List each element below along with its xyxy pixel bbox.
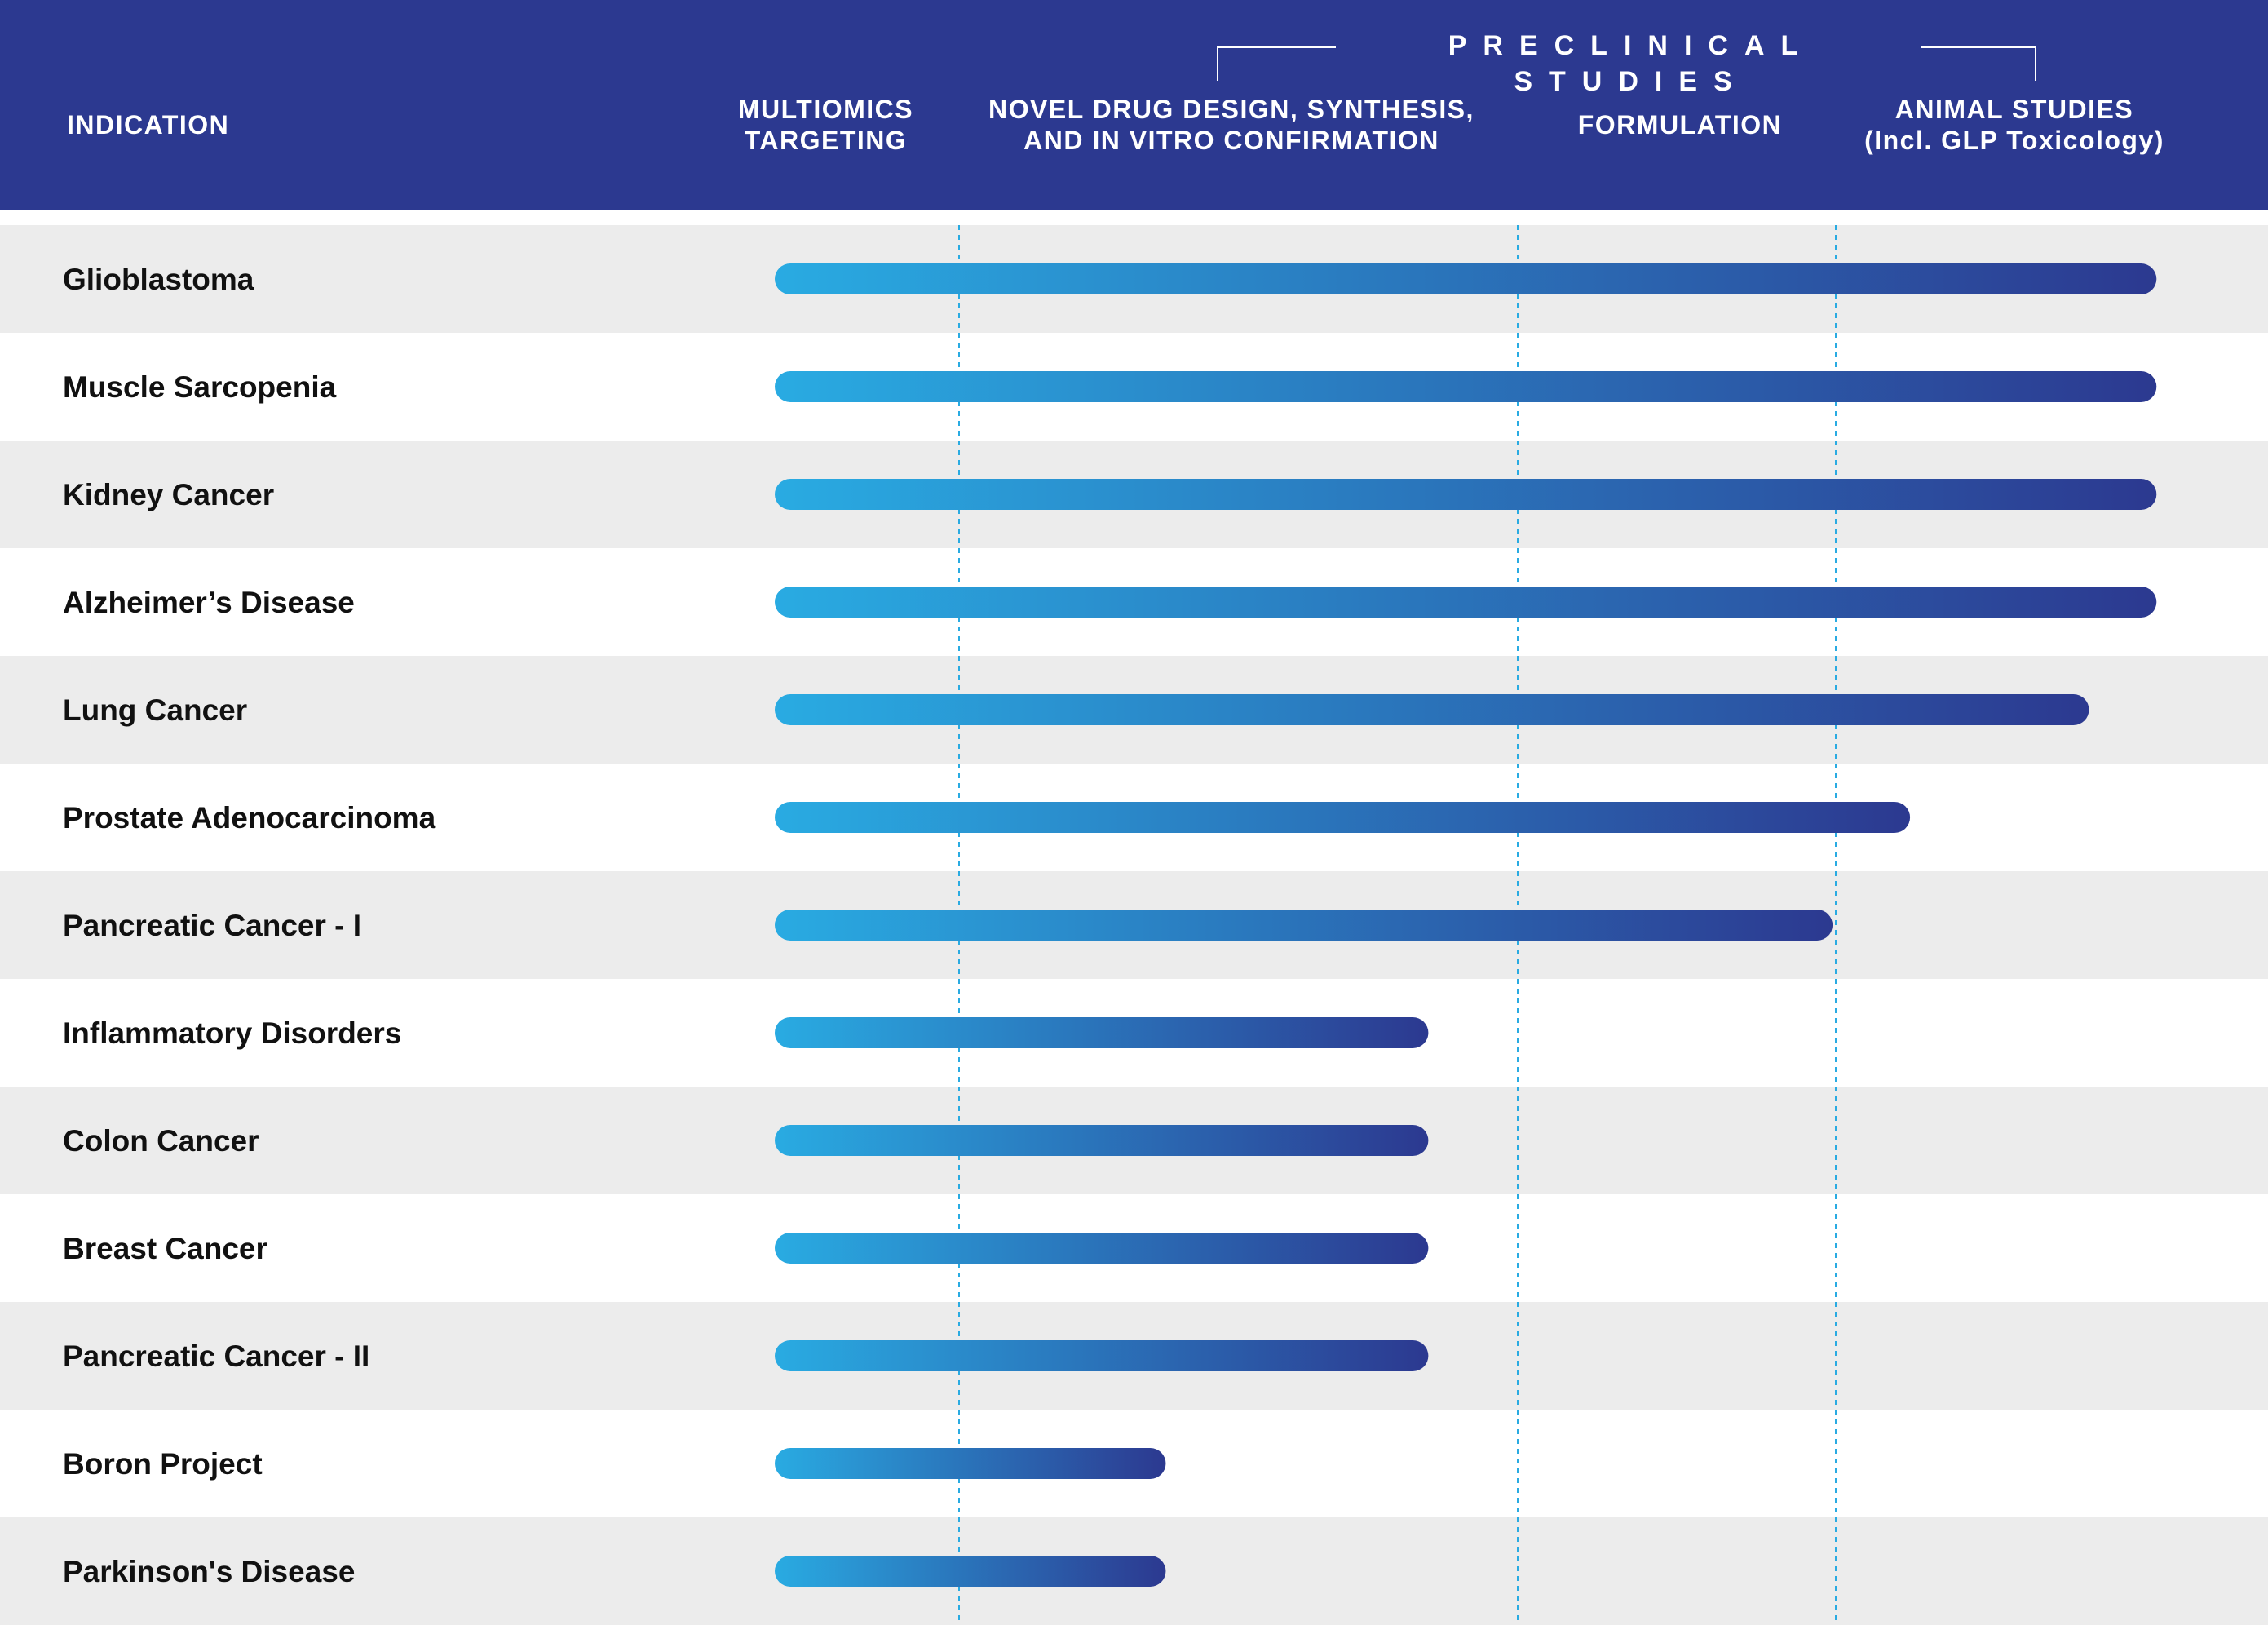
progress-bar bbox=[775, 1340, 1429, 1371]
indication-label: Pancreatic Cancer - II bbox=[63, 1339, 369, 1373]
progress-bar bbox=[775, 1448, 1166, 1479]
progress-bar bbox=[775, 587, 2157, 618]
indication-label: Inflammatory Disorders bbox=[63, 1016, 401, 1050]
indication-label: Muscle Sarcopenia bbox=[63, 370, 337, 404]
progress-bar bbox=[775, 802, 1911, 833]
progress-bar bbox=[775, 694, 2089, 725]
indication-label: Lung Cancer bbox=[63, 693, 247, 727]
preclinical-bracket-left bbox=[1217, 46, 1336, 81]
progress-bar bbox=[775, 1233, 1429, 1264]
indication-label: Boron Project bbox=[63, 1447, 263, 1481]
preclinical-bracket-right bbox=[1921, 46, 2036, 81]
column-header-formulation: FORMULATION bbox=[1577, 110, 1783, 139]
indication-label: Alzheimer’s Disease bbox=[63, 586, 355, 619]
progress-bar bbox=[775, 263, 2157, 294]
progress-bar bbox=[775, 1017, 1429, 1048]
column-header-novel-drug-design: NOVEL DRUG DESIGN, SYNTHESIS, AND IN VIT… bbox=[988, 95, 1474, 155]
indication-label: Prostate Adenocarcinoma bbox=[63, 801, 436, 835]
progress-bar bbox=[775, 910, 1833, 941]
indication-label: Glioblastoma bbox=[63, 263, 254, 296]
column-header-animal-studies: ANIMAL STUDIES (Incl. GLP Toxicology) bbox=[1864, 95, 2164, 155]
progress-bar bbox=[775, 1125, 1429, 1156]
preclinical-studies-title: PRECLINICAL STUDIES bbox=[1448, 30, 1815, 97]
progress-bar bbox=[775, 371, 2157, 402]
indication-label: Kidney Cancer bbox=[63, 478, 274, 511]
indication-label: Colon Cancer bbox=[63, 1124, 259, 1158]
column-header-indication: INDICATION bbox=[67, 110, 230, 139]
progress-bar bbox=[775, 479, 2157, 510]
progress-bar bbox=[775, 1556, 1166, 1587]
header-band: INDICATION PRECLINICAL STUDIES MULTIOMIC… bbox=[0, 0, 2268, 210]
indication-label: Pancreatic Cancer - I bbox=[63, 909, 361, 942]
indication-label: Parkinson's Disease bbox=[63, 1555, 355, 1588]
column-header-multiomics: MULTIOMICS TARGETING bbox=[737, 95, 914, 155]
indication-label: Breast Cancer bbox=[63, 1232, 267, 1265]
